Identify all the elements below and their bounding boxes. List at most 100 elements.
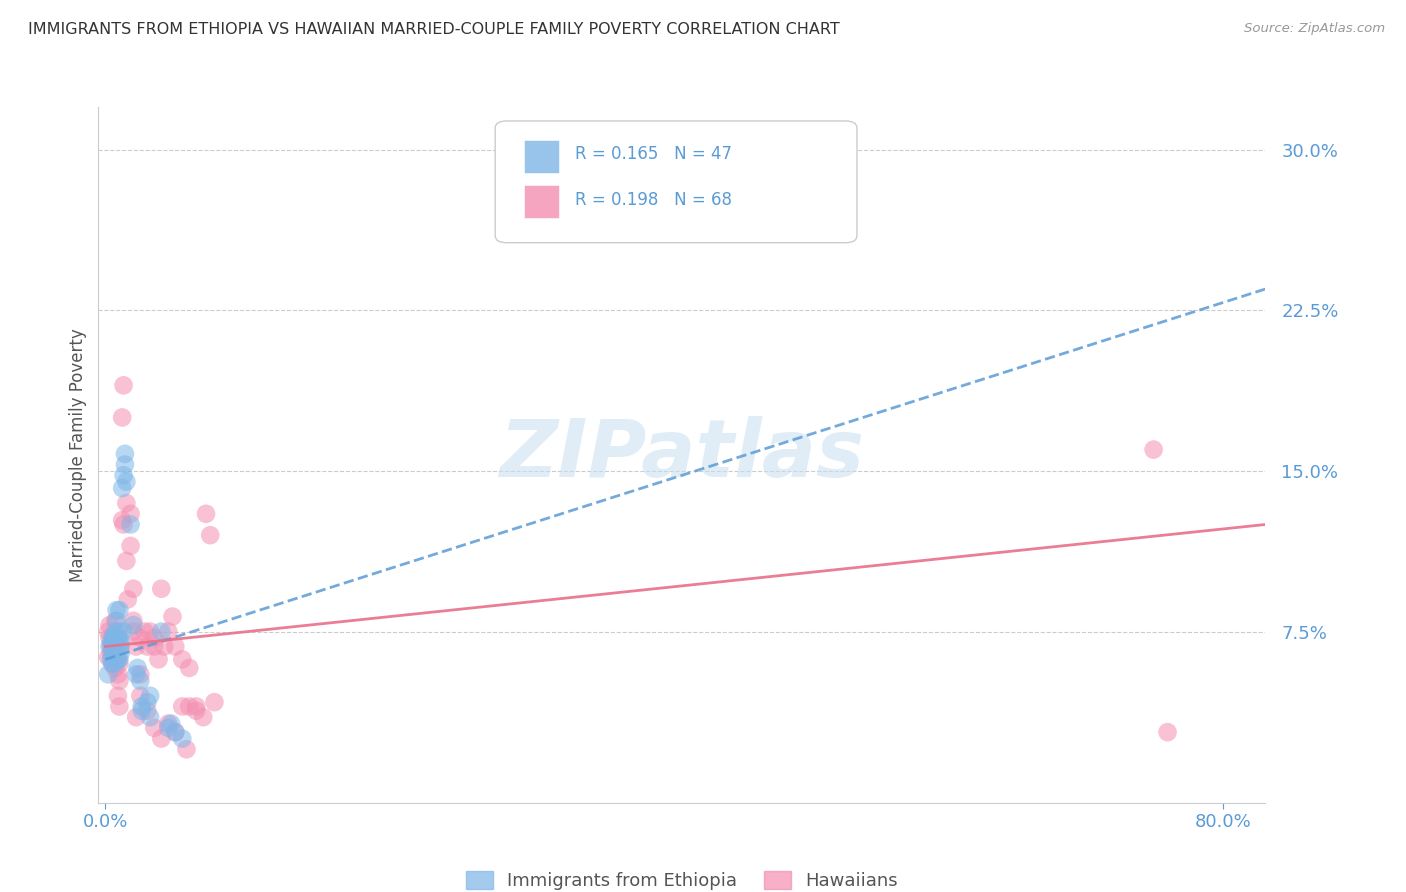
Point [179,661,201,675]
Point [114,447,136,461]
Point [153,640,176,654]
Point [148,652,170,666]
Point [150,582,173,596]
Point [100,646,122,660]
Text: IMMIGRANTS FROM ETHIOPIA VS HAWAIIAN MARRIED-COUPLE FAMILY POVERTY CORRELATION C: IMMIGRANTS FROM ETHIOPIA VS HAWAIIAN MAR… [28,22,839,37]
Point [105,614,128,628]
Point [165,725,187,739]
Point [100,640,122,654]
Point [97,624,120,639]
Point [122,614,145,628]
Point [105,631,128,645]
Point [127,661,149,675]
Point [108,652,131,666]
Point [107,631,129,645]
Point [139,710,162,724]
Point [101,641,124,656]
Point [104,614,127,628]
Point [136,704,159,718]
Point [111,513,134,527]
Point [1156,725,1178,739]
Text: Source: ZipAtlas.com: Source: ZipAtlas.com [1244,22,1385,36]
Point [101,657,124,671]
Point [111,481,134,495]
Point [108,673,131,688]
Point [195,507,218,521]
Point [98,640,121,654]
Point [186,699,208,714]
Point [111,410,134,425]
Point [125,710,148,724]
Point [108,640,131,654]
Point [120,507,142,521]
Point [107,652,129,666]
Point [122,624,145,639]
Text: R = 0.165   N = 47: R = 0.165 N = 47 [575,145,731,163]
Text: R = 0.198   N = 68: R = 0.198 N = 68 [575,191,731,210]
Point [115,475,138,489]
Point [105,640,128,654]
Point [204,695,226,709]
Point [107,624,129,639]
Point [110,646,132,660]
Point [186,704,208,718]
Point [160,716,183,731]
Point [103,633,125,648]
Point [115,554,138,568]
Point [122,618,145,632]
Point [103,646,125,660]
Point [107,635,129,649]
FancyBboxPatch shape [495,121,856,243]
Point [107,667,129,681]
Point [1142,442,1164,457]
Point [112,624,135,639]
Point [172,699,194,714]
Point [179,699,201,714]
Point [104,624,127,639]
Point [136,695,159,709]
Point [193,710,215,724]
Point [108,631,131,645]
Point [129,667,152,681]
Point [105,603,128,617]
Point [143,721,166,735]
Point [101,650,124,665]
Point [143,631,166,645]
Point [157,624,180,639]
Point [172,652,194,666]
Point [108,699,131,714]
Point [136,640,159,654]
Point [100,635,122,649]
Legend: Immigrants from Ethiopia, Hawaiians: Immigrants from Ethiopia, Hawaiians [465,871,898,890]
Point [101,640,124,654]
Text: ZIPatlas: ZIPatlas [499,416,865,494]
Point [104,657,127,671]
Point [112,517,135,532]
Point [108,657,131,671]
Point [104,640,127,654]
Point [110,635,132,649]
Point [176,742,198,756]
Point [162,609,184,624]
Y-axis label: Married-Couple Family Poverty: Married-Couple Family Poverty [69,328,87,582]
Point [157,721,180,735]
Point [143,640,166,654]
Point [107,689,129,703]
Point [120,539,142,553]
Point [101,657,124,671]
Point [165,725,187,739]
FancyBboxPatch shape [524,185,560,219]
Point [129,631,152,645]
Point [97,650,120,665]
Point [114,458,136,472]
Point [150,624,173,639]
Point [104,661,127,675]
Point [131,699,153,714]
Point [122,582,145,596]
Point [110,640,132,654]
Point [129,689,152,703]
Point [117,592,139,607]
Point [98,631,121,645]
Point [105,652,128,666]
Point [115,496,138,510]
